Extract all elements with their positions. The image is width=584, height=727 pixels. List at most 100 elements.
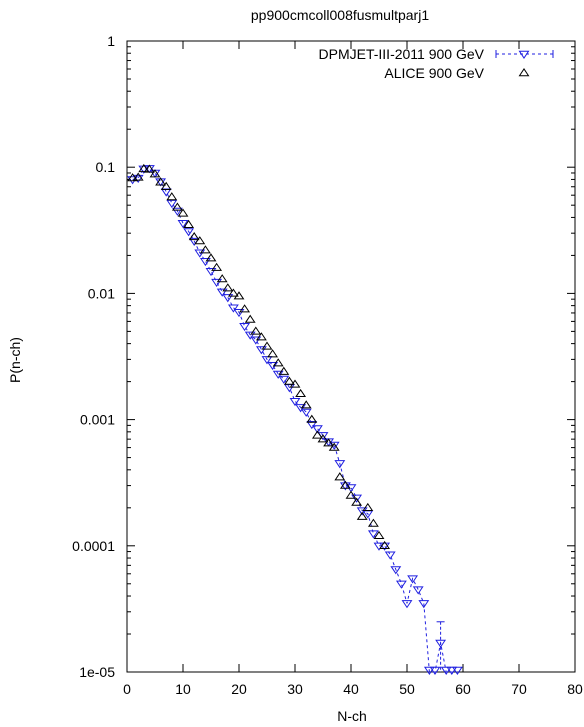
dpmjet-point [283, 384, 295, 393]
y-tick-label: 1 [107, 33, 115, 49]
dpmjet-point [407, 575, 419, 584]
plot-frame [126, 40, 576, 673]
y-tick-label: 0.001 [80, 412, 115, 428]
alice-point [143, 164, 155, 173]
x-tick-label: 70 [511, 681, 527, 697]
dpmjet-point [255, 346, 267, 355]
dpmjet-point [211, 278, 223, 288]
dpmjet-point [379, 542, 391, 551]
alice-point [244, 314, 256, 323]
series-alice [127, 163, 391, 549]
y-axis-label: P(n-ch) [7, 337, 23, 383]
dpmjet-point [278, 375, 290, 384]
legend: DPMJET-III-2011 900 GeV ALICE 900 GeV [319, 46, 554, 81]
dpmjet-point [171, 207, 183, 216]
alice-point [127, 173, 139, 182]
dpmjet-point [227, 304, 239, 313]
dpmjet-point [306, 420, 318, 430]
chart-title: pp900cmcoll008fusmultparj1 [251, 7, 429, 23]
alice-point [211, 262, 223, 271]
dpmjet-point [435, 639, 447, 648]
dpmjet-point [233, 308, 245, 318]
legend-sample-alice [518, 68, 530, 77]
dpmjet-point [384, 551, 396, 560]
legend-sample-dpmjet [495, 50, 554, 59]
x-tick-label: 80 [567, 681, 583, 697]
x-tick-label: 60 [455, 681, 471, 697]
dpmjet-point [244, 331, 256, 340]
alice-point [373, 530, 385, 540]
x-tick-label: 10 [175, 681, 191, 697]
alice-point [138, 163, 150, 173]
y-tick-label: 0.01 [88, 285, 115, 301]
alice-point [379, 540, 391, 549]
dpmjet-point [261, 356, 273, 365]
series-dpmjet [127, 165, 463, 675]
dpmjet-line [132, 167, 458, 673]
alice-point [216, 274, 228, 283]
alice-point [255, 332, 267, 341]
x-tick-label: 50 [399, 681, 415, 697]
dpmjet-point [216, 288, 228, 297]
alice-point [160, 181, 172, 190]
x-tick-label: 40 [343, 681, 359, 697]
alice-point [261, 341, 273, 350]
alice-point [283, 376, 295, 385]
alice-point [295, 388, 307, 398]
dpmjet-point [194, 249, 206, 258]
alice-point [278, 366, 290, 375]
alice-point [155, 177, 167, 186]
alice-point [166, 192, 178, 201]
alice-point [351, 497, 363, 506]
alice-point [177, 208, 189, 217]
y-axis-ticks: 1e-05 0.0001 0.001 0.01 0.1 1 [72, 33, 575, 680]
alice-point [317, 434, 329, 443]
alice-point [222, 283, 234, 292]
alice-point [306, 414, 318, 423]
dpmjet-point [440, 666, 452, 675]
alice-point [199, 245, 211, 254]
y-tick-label: 1e-05 [79, 664, 115, 680]
legend-label-dpmjet: DPMJET-III-2011 900 GeV [319, 46, 485, 62]
dpmjet-point [289, 397, 301, 407]
alice-point [250, 326, 262, 335]
dpmjet-point [429, 666, 441, 675]
dpmjet-point [222, 294, 234, 303]
alice-point [345, 490, 357, 499]
dpmjet-point [334, 460, 346, 469]
legend-label-alice: ALICE 900 GeV [384, 65, 484, 81]
dpmjet-point [177, 219, 189, 229]
alice-point [328, 442, 340, 451]
dpmjet-point [239, 322, 251, 332]
plot-border [126, 40, 576, 673]
dpmjet-point [451, 666, 463, 675]
alice-point [239, 304, 251, 313]
dpmjet-point [166, 199, 178, 208]
dpmjet-point [300, 408, 312, 417]
alice-point [356, 511, 368, 520]
alice-point [367, 518, 379, 527]
x-axis-label: N-ch [337, 708, 367, 724]
alice-point [183, 219, 195, 228]
alice-point [339, 480, 351, 489]
x-axis-ticks: 0 10 20 30 40 50 60 70 80 [123, 41, 583, 697]
y-tick-label: 0.0001 [72, 538, 115, 554]
x-tick-label: 0 [123, 681, 131, 697]
alice-point [300, 400, 312, 409]
x-tick-label: 20 [231, 681, 247, 697]
y-tick-label: 0.1 [96, 159, 116, 175]
legend-marker-dpmjet [518, 50, 530, 59]
x-tick-label: 30 [287, 681, 303, 697]
alice-point [171, 202, 183, 211]
alice-point [132, 172, 144, 181]
alice-point [194, 236, 206, 245]
dpmjet-point [423, 666, 435, 675]
dpmjet-point [390, 566, 402, 575]
alice-point [233, 291, 245, 300]
dpmjet-point [205, 267, 217, 277]
dpmjet-point [395, 580, 407, 589]
alice-point [267, 349, 279, 358]
alice-point [362, 502, 374, 512]
alice-point [188, 232, 200, 241]
alice-point [289, 379, 301, 388]
